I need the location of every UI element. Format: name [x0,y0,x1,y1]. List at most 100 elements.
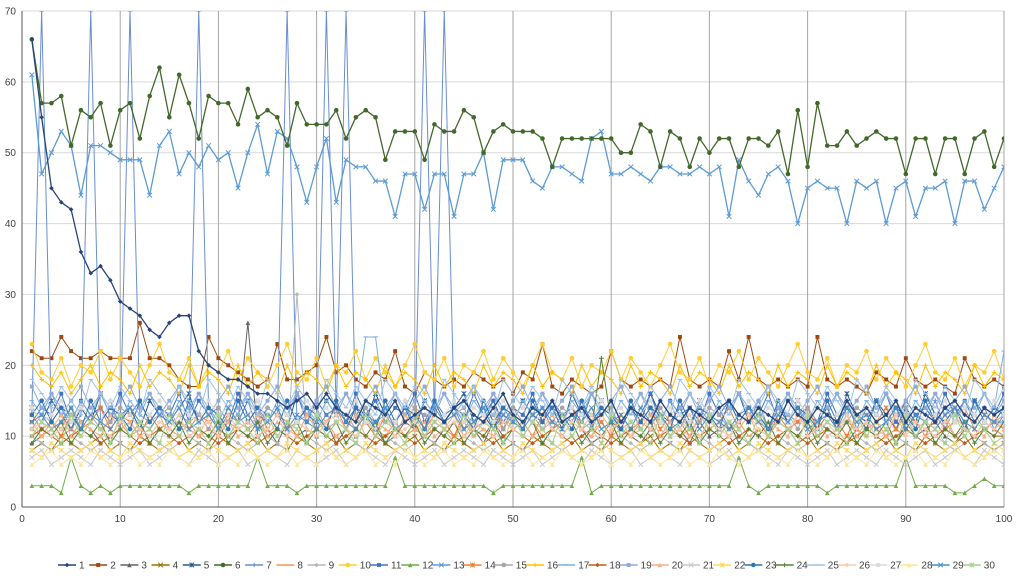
data-point [804,412,811,418]
data-point [962,391,968,396]
data-point [1001,440,1004,446]
data-point [402,362,408,368]
data-point [245,355,251,361]
data-point [88,419,94,425]
data-point [756,490,761,496]
data-point [814,419,821,425]
data-point [127,454,133,461]
data-point [491,490,496,496]
data-point [294,440,300,446]
data-point [264,447,271,453]
data-point [58,370,64,375]
data-point [588,426,595,432]
data-point [618,455,624,460]
data-point [549,398,555,404]
data-point [206,398,211,403]
data-point [225,419,231,425]
data-point [549,447,555,453]
data-point [628,355,634,361]
data-point [245,150,251,156]
data-point [638,419,643,425]
data-point [520,426,526,432]
data-point [39,398,44,404]
data-point [324,448,329,453]
data-point [579,462,585,467]
legend-label: 14 [485,561,497,572]
data-point [343,483,349,489]
legend-item-5: 5 [182,561,210,572]
data-point [39,377,44,382]
data-point [962,440,968,446]
data-point [127,448,133,453]
data-point [432,455,437,460]
data-point [422,11,427,14]
data-point [991,448,997,453]
data-point [608,440,614,446]
data-point [814,433,821,439]
data-point [579,178,585,184]
data-point [157,65,162,70]
data-point [471,440,477,446]
data-point [176,171,182,177]
data-point [638,412,643,418]
data-point [88,362,94,368]
data-point [451,384,457,389]
data-point [255,433,260,439]
data-point [932,455,938,460]
data-point [982,370,987,375]
data-point [982,405,987,411]
data-point [383,440,388,446]
data-point [117,419,123,425]
data-point [491,384,496,389]
data-point [598,440,605,446]
legend-item-11: 11 [370,561,402,572]
legend-item-17: 17 [557,561,590,572]
legend: 1 2 3 4 5 6 7 8 9 10 11 12 13 14 15 16 17 18 19 20 21 22 23 24 2… [58,561,995,572]
legend-label: 28 [921,561,933,572]
data-point [78,447,84,453]
data-point [461,107,467,113]
data-point [157,483,162,489]
data-point [952,405,958,411]
data-point [451,412,457,418]
data-point [569,405,574,410]
legend-marker [595,562,600,568]
data-point [923,341,928,347]
data-point [893,483,899,489]
data-point [775,129,781,134]
data-point [39,455,44,460]
data-point [579,384,585,389]
data-point [550,384,555,389]
data-point [628,447,634,453]
data-point [893,426,899,432]
data-point [874,448,879,453]
data-point [284,11,290,14]
data-point [903,398,908,403]
data-point [756,136,761,141]
data-point [403,398,407,403]
data-point [500,122,506,127]
data-point [304,391,310,396]
data-point [137,419,143,425]
data-point [972,462,977,467]
data-point [510,440,516,446]
data-point [864,136,869,141]
data-point [864,384,869,389]
data-point [982,384,987,389]
data-point [569,355,575,361]
data-point [383,412,388,418]
data-point [657,447,663,453]
legend-marker [157,562,164,568]
data-point [589,412,594,418]
data-point [225,412,231,418]
data-point [618,412,624,418]
data-point [284,448,290,453]
series-30 [29,412,1004,446]
data-point [245,433,251,439]
series-line-23 [31,400,1004,430]
data-point [49,384,54,389]
legend-item-8: 8 [276,561,303,572]
data-point [510,129,516,134]
data-point [726,483,732,489]
data-point [736,433,742,439]
